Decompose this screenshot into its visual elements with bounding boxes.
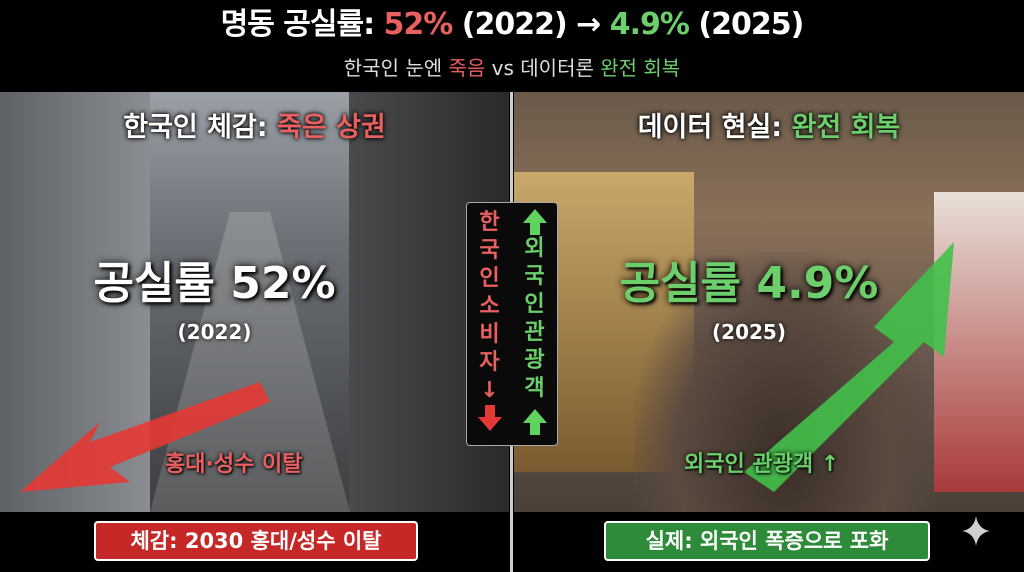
header: 명동 공실률: 52% (2022) → 4.9% (2025) 한국인 눈엔 … — [0, 0, 1024, 90]
char: 관 — [524, 320, 545, 345]
char: 광 — [524, 348, 545, 373]
char: 비 — [479, 322, 500, 347]
subtitle-part: vs 데이터론 — [485, 56, 601, 80]
reality-label: 실제: 외국인 폭증으로 포화 — [604, 521, 930, 561]
subtitle-dead: 죽음 — [448, 56, 486, 80]
red-down-arrow-icon — [20, 382, 270, 492]
char: 객 — [524, 376, 545, 401]
char: ↓ — [480, 378, 499, 403]
subtitle: 한국인 눈엔 죽음 vs 데이터론 완전 회복 — [0, 54, 1024, 82]
right-vacancy-rate: 공실률 4.9% — [619, 258, 879, 309]
title-prefix: 명동 공실률: — [220, 7, 384, 42]
arrow-down-icon — [477, 405, 502, 431]
left-vacancy-rate: 공실률 52% — [93, 258, 336, 309]
middle-comparison-box: 한 국 인 소 비 자 ↓ 외 국 인 관 광 객 — [466, 202, 558, 446]
storefront — [934, 192, 1024, 492]
left-year: (2022) — [177, 320, 252, 344]
subtitle-recover: 완전 회복 — [600, 56, 681, 80]
right-arrow-label: 외국인 관광객 ↑ — [684, 452, 840, 477]
char: 인 — [479, 266, 500, 291]
main-title: 명동 공실률: 52% (2022) → 4.9% (2025) — [0, 6, 1024, 44]
char: 외 — [524, 236, 545, 261]
subtitle-part: 한국인 눈엔 — [343, 56, 449, 80]
sparkle-icon — [962, 516, 990, 546]
arrow-up-icon — [522, 409, 547, 435]
korean-consumers-column: 한 국 인 소 비 자 ↓ — [467, 203, 512, 445]
title-old-year: (2022) → — [452, 7, 610, 42]
title-old-rate: 52% — [383, 7, 454, 42]
caption-prefix: 데이터 현실: — [637, 112, 792, 143]
char: 한 — [479, 210, 500, 235]
arrow-up-icon — [522, 209, 547, 235]
title-new-year: (2025) — [688, 7, 804, 42]
right-caption: 데이터 현실: 완전 회복 — [514, 110, 1024, 146]
right-year: (2025) — [712, 320, 786, 344]
caption-highlight: 완전 회복 — [791, 112, 901, 143]
char: 소 — [479, 294, 500, 319]
char: 국 — [479, 238, 500, 263]
caption-highlight: 죽은 상권 — [277, 112, 386, 143]
title-new-rate: 4.9% — [609, 7, 690, 42]
foreign-tourists-column: 외 국 인 관 광 객 — [512, 203, 557, 445]
char: 인 — [524, 292, 545, 317]
right-photo-panel: 데이터 현실: 완전 회복 공실률 4.9% (2025) 외국인 관광객 ↑ — [514, 92, 1024, 512]
perception-label: 체감: 2030 홍대/성수 이탈 — [94, 521, 418, 561]
char: 국 — [524, 264, 545, 289]
left-photo-panel: 한국인 체감: 죽은 상권 공실률 52% (2022) 홍대·성수 이탈 — [0, 92, 509, 512]
left-arrow-label: 홍대·성수 이탈 — [165, 452, 303, 477]
left-caption: 한국인 체감: 죽은 상권 — [0, 110, 509, 146]
char: 자 — [479, 350, 500, 375]
caption-prefix: 한국인 체감: — [123, 112, 278, 143]
green-up-arrow-icon — [744, 242, 954, 492]
